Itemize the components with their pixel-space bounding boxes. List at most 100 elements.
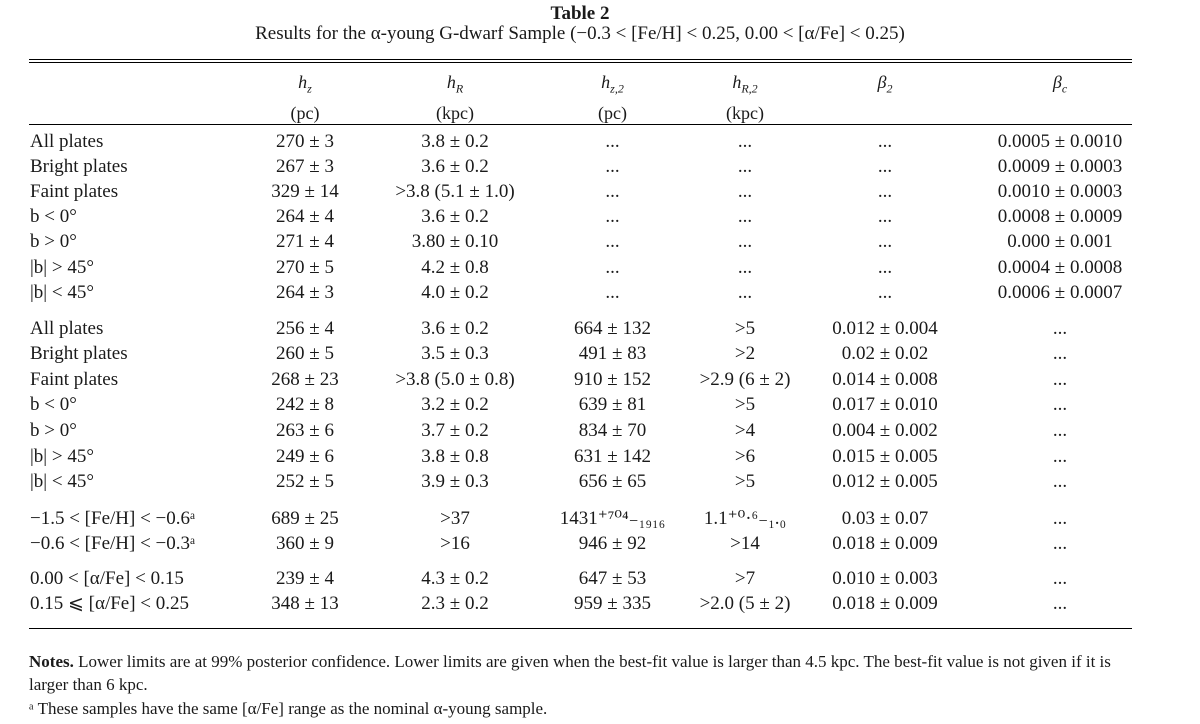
cell-b2: 0.012 ± 0.005 xyxy=(832,471,938,492)
cell-label: |b| > 45° xyxy=(30,257,94,278)
cell-hr2: ... xyxy=(737,156,753,177)
cell-hr2: ... xyxy=(737,181,753,202)
cell-hz2: 910 ± 152 xyxy=(574,369,651,390)
cell-hz2: ... xyxy=(605,156,620,177)
cell-hr2: >2.0 (5 ± 2) xyxy=(699,593,791,614)
cell-hz2: 656 ± 65 xyxy=(578,471,647,492)
cell-label: Faint plates xyxy=(30,181,119,202)
cell-hr2: >6 xyxy=(734,446,756,467)
cell-hr2: ... xyxy=(737,206,753,227)
cell-b2: 0.012 ± 0.004 xyxy=(832,318,938,339)
table-notes: Notes. Lower limits are at 99% posterior… xyxy=(29,650,1139,696)
cell-hr: 3.6 ± 0.2 xyxy=(421,318,489,339)
cell-hz2: 1431⁺⁷⁰⁴₋₁₉₁₆ xyxy=(559,508,666,529)
cell-b2: ... xyxy=(877,131,893,152)
cell-hr2: >5 xyxy=(734,318,756,339)
cell-hz: 348 ± 13 xyxy=(271,593,339,614)
cell-hr: 3.8 ± 0.8 xyxy=(421,446,489,467)
cell-b2: ... xyxy=(877,257,893,278)
cell-bc: 0.0005 ± 0.0010 xyxy=(997,131,1123,152)
cell-hz: 256 ± 4 xyxy=(276,318,334,339)
cell-label: Faint plates xyxy=(30,369,119,390)
cell-hr: >16 xyxy=(440,533,470,554)
col-header-betac: βc xyxy=(1052,72,1068,96)
cell-b2: ... xyxy=(877,156,893,177)
cell-hz2: ... xyxy=(605,131,620,152)
cell-b2: 0.017 ± 0.010 xyxy=(832,394,938,415)
top-rule xyxy=(29,59,1132,60)
cell-hr2: ... xyxy=(737,131,753,152)
cell-label: b > 0° xyxy=(30,420,77,441)
cell-hz: 260 ± 5 xyxy=(276,343,334,364)
table-row: b > 0° 271 ± 4 3.80 ± 0.10......... 0.000 ±… xyxy=(0,229,1200,254)
cell-bc: 0.0008 ± 0.0009 xyxy=(997,206,1123,227)
cell-b2: 0.015 ± 0.005 xyxy=(832,446,938,467)
cell-hz2: 834 ± 70 xyxy=(578,420,647,441)
cell-hz: 360 ± 9 xyxy=(276,533,334,554)
cell-bc: ... xyxy=(1052,446,1068,467)
cell-b2: ... xyxy=(877,206,893,227)
cell-hr: 3.80 ± 0.10 xyxy=(411,231,499,252)
table-title: Table 2 xyxy=(550,3,610,24)
cell-hz: 252 ± 5 xyxy=(276,471,334,492)
table-row: b < 0° 264 ± 4 3.6 ± 0.2......... 0.0008 ± … xyxy=(0,204,1200,229)
cell-hz2: ... xyxy=(605,257,620,278)
cell-bc: 0.000 ± 0.001 xyxy=(1007,231,1113,252)
table-row: Bright plates 267 ± 3 3.6 ± 0.2......... 0.… xyxy=(0,154,1200,179)
cell-hz: 271 ± 4 xyxy=(276,231,334,252)
cell-label: b > 0° xyxy=(30,231,77,252)
cell-hr: 3.8 ± 0.2 xyxy=(421,131,489,152)
cell-label: −1.5 < [Fe/H] < −0.6ᵃ xyxy=(30,508,196,529)
cell-hz: 263 ± 6 xyxy=(276,420,334,441)
cell-hr: 3.6 ± 0.2 xyxy=(421,156,489,177)
cell-hz2: 631 ± 142 xyxy=(574,446,651,467)
cell-bc: ... xyxy=(1052,508,1068,529)
cell-bc: ... xyxy=(1052,318,1068,339)
cell-hz2: 491 ± 83 xyxy=(578,343,647,364)
cell-hz2: 959 ± 335 xyxy=(574,593,651,614)
cell-label: All plates xyxy=(30,131,104,152)
table-row: All plates 270 ± 3 3.8 ± 0.2......... 0.000… xyxy=(0,129,1200,154)
cell-hz2: ... xyxy=(605,231,620,252)
cell-b2: 0.014 ± 0.008 xyxy=(832,369,938,390)
cell-hr: >37 xyxy=(440,508,470,529)
table-caption: Results for the α-young G-dwarf Sample (… xyxy=(255,23,905,44)
cell-hz: 329 ± 14 xyxy=(271,181,339,202)
table-row: Faint plates 268 ± 23 >3.8 (5.0 ± 0.8) 910 … xyxy=(0,367,1200,392)
cell-hz: 249 ± 6 xyxy=(276,446,334,467)
cell-label: Bright plates xyxy=(30,343,128,364)
cell-hz2: ... xyxy=(605,206,620,227)
cell-hz2: ... xyxy=(605,181,620,202)
cell-b2: ... xyxy=(877,231,893,252)
col-header-hr: hR (kpc) xyxy=(436,72,474,123)
cell-hr2: >5 xyxy=(734,394,756,415)
col-header-beta2: β2 xyxy=(877,72,893,96)
col-header-hr2: hR,2 (kpc) xyxy=(726,72,764,123)
cell-hr: 2.3 ± 0.2 xyxy=(421,593,489,614)
notes-label: Notes. xyxy=(29,652,74,671)
cell-hr: 4.3 ± 0.2 xyxy=(421,568,489,589)
cell-hz2: 946 ± 92 xyxy=(578,533,647,554)
cell-hz: 242 ± 8 xyxy=(276,394,334,415)
table-row: |b| > 45° 270 ± 5 4.2 ± 0.8......... 0.0004… xyxy=(0,255,1200,280)
table-row: b > 0° 263 ± 6 3.7 ± 0.2 834 ± 70 >4 0.004 ± … xyxy=(0,418,1200,443)
cell-bc: ... xyxy=(1052,343,1068,364)
cell-hz: 270 ± 5 xyxy=(276,257,334,278)
cell-label: b < 0° xyxy=(30,206,77,227)
cell-bc: ... xyxy=(1052,369,1068,390)
cell-hr2: >2.9 (6 ± 2) xyxy=(699,369,791,390)
cell-label: All plates xyxy=(30,318,104,339)
cell-hr: 3.9 ± 0.3 xyxy=(421,471,489,492)
cell-hz: 264 ± 3 xyxy=(276,282,334,303)
bottom-rule xyxy=(29,628,1132,629)
cell-hr2: >14 xyxy=(730,533,760,554)
cell-b2: 0.010 ± 0.003 xyxy=(832,568,938,589)
cell-hz2: 639 ± 81 xyxy=(578,394,647,415)
table-footnote: ᵃ These samples have the same [α/Fe] ran… xyxy=(29,699,548,718)
cell-hz2: ... xyxy=(605,282,620,303)
cell-hr2: ... xyxy=(737,231,753,252)
cell-hz: 689 ± 25 xyxy=(271,508,339,529)
top-rule-second xyxy=(29,62,1132,63)
table-row: |b| < 45° 252 ± 5 3.9 ± 0.3 656 ± 65 >5 0.012… xyxy=(0,469,1200,494)
